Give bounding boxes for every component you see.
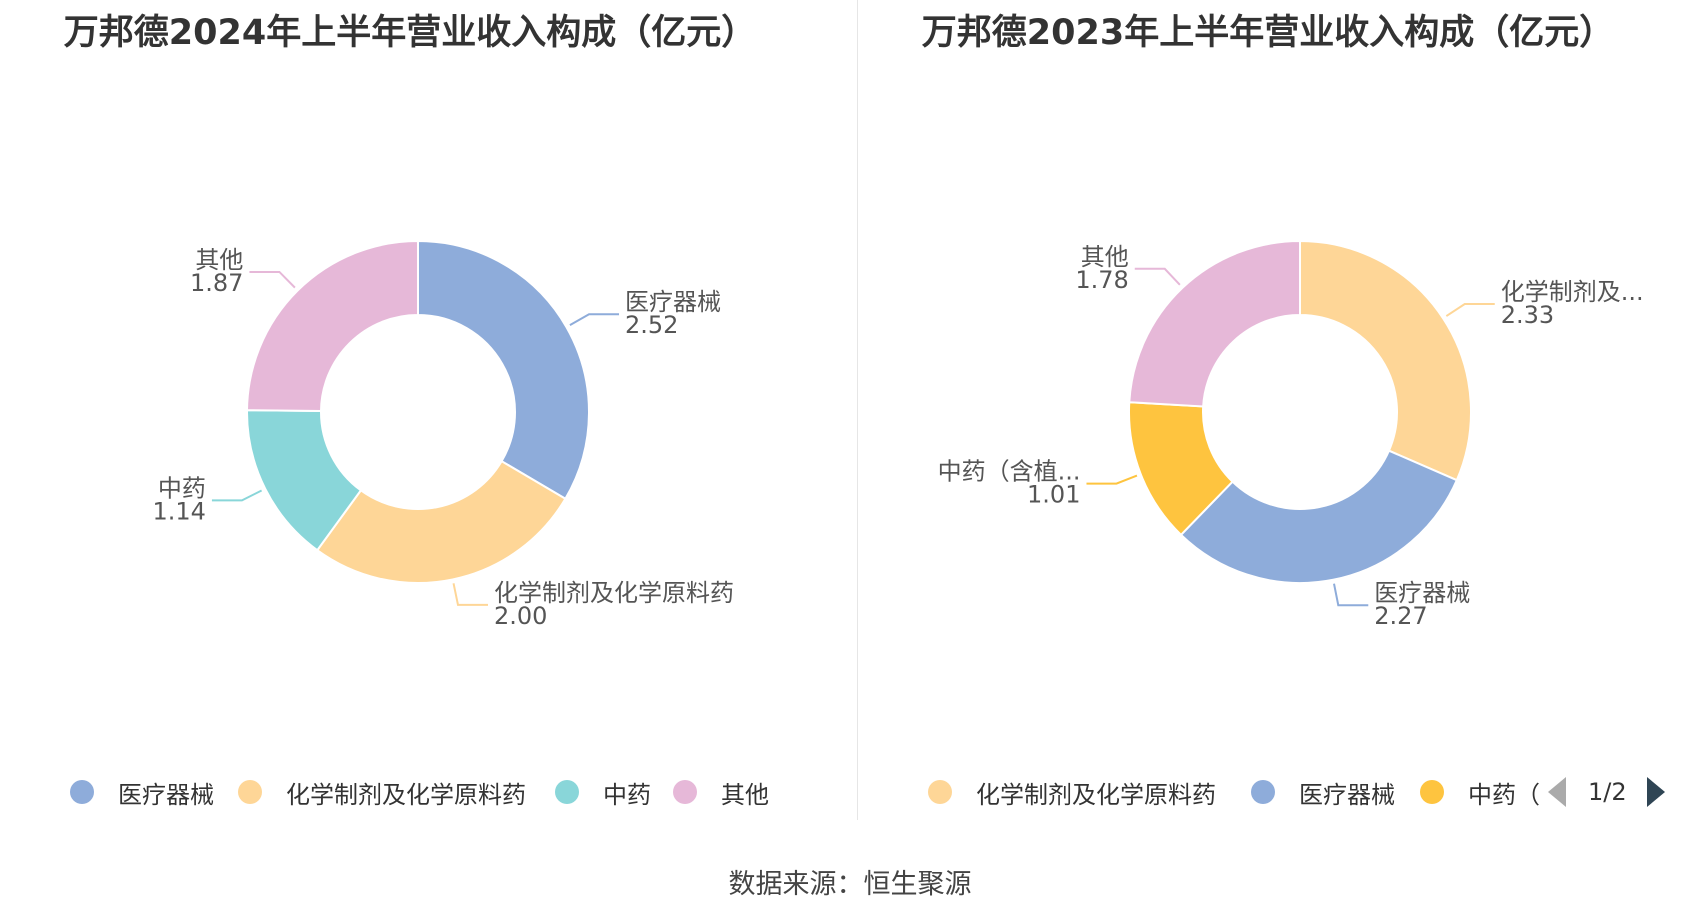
legend-2024: 医疗器械 化学制剂及化学原料药 中药 其他	[0, 772, 850, 812]
slice-value-label: 1.78	[1075, 266, 1128, 294]
chart-title-2023: 万邦德2023年上半年营业收入构成（亿元）	[921, 13, 1615, 53]
legend-label: 中药	[603, 780, 651, 809]
slice-value-label: 1.87	[190, 269, 243, 297]
slice-name-label: 医疗器械	[1374, 579, 1470, 607]
legend-item[interactable]: 中药（	[1420, 772, 1540, 812]
chart-title-2024: 万邦德2024年上半年营业收入构成（亿元）	[63, 13, 757, 53]
legend-label: 中药（	[1468, 780, 1540, 809]
legend-item[interactable]: 医疗器械	[70, 772, 214, 812]
legend-dot-icon	[1251, 780, 1275, 804]
slice-value-label: 2.27	[1374, 602, 1427, 630]
legend-item[interactable]: 医疗器械	[1251, 772, 1395, 812]
legend-item[interactable]: 化学制剂及化学原料药	[928, 772, 1216, 812]
legend-label: 医疗器械	[1299, 780, 1395, 809]
label-leader-line	[1134, 267, 1181, 286]
legend-dot-icon	[555, 780, 579, 804]
slice-value-label: 2.00	[494, 602, 547, 630]
legend-label: 化学制剂及化学原料药	[976, 780, 1216, 809]
pie-slice[interactable]	[1128, 239, 1301, 408]
slice-name-label: 其他	[1081, 243, 1129, 271]
pie-slice[interactable]	[245, 239, 419, 412]
legend-dot-icon	[928, 780, 952, 804]
label-leader-line	[1333, 583, 1369, 607]
panel-divider	[857, 0, 858, 820]
chart-panel-2023: 万邦德2023年上半年营业收入构成（亿元） 化学制剂及... 2.33 医疗器械 2.…	[858, 0, 1700, 820]
legend-next-icon[interactable]	[1646, 777, 1665, 807]
legend-label: 其他	[721, 780, 769, 809]
slice-value-label: 2.33	[1501, 301, 1554, 329]
slice-name-label: 化学制剂及...	[1501, 278, 1644, 306]
legend-dot-icon	[673, 780, 697, 804]
pie-slice[interactable]	[1179, 449, 1459, 584]
legend-2023: 化学制剂及化学原料药 医疗器械 中药（	[858, 772, 1700, 812]
label-leader-line	[1086, 474, 1138, 485]
label-leader-line	[1445, 302, 1495, 317]
legend-dot-icon	[70, 780, 94, 804]
slice-name-label: 医疗器械	[625, 288, 721, 316]
legend-page-indicator: 1/2	[1588, 778, 1627, 806]
pie-slice[interactable]	[315, 459, 567, 584]
slice-value-label: 2.52	[625, 311, 678, 339]
chart-panel-2024: 万邦德2024年上半年营业收入构成（亿元） 医疗器械 2.52 化学制剂及化学原料药…	[0, 0, 850, 820]
legend-label: 化学制剂及化学原料药	[286, 780, 526, 809]
label-leader-line	[249, 270, 296, 289]
label-leader-line	[211, 489, 263, 502]
slice-name-label: 中药	[158, 474, 206, 502]
legend-item[interactable]: 化学制剂及化学原料药	[238, 772, 526, 812]
legend-dot-icon	[238, 780, 262, 804]
legend-dot-icon	[1420, 780, 1444, 804]
legend-item[interactable]: 中药	[555, 772, 651, 812]
legend-item[interactable]: 其他	[673, 772, 769, 812]
slice-name-label: 化学制剂及化学原料药	[494, 579, 734, 607]
legend-pager: 1/2	[1548, 772, 1665, 812]
label-leader-line	[452, 583, 488, 606]
pie-slice[interactable]	[417, 239, 590, 501]
data-source-footer: 数据来源：恒生聚源	[728, 869, 972, 900]
label-leader-line	[569, 313, 620, 327]
legend-label: 医疗器械	[118, 780, 214, 809]
pie-slice[interactable]	[1299, 239, 1472, 482]
slice-value-label: 1.01	[1027, 481, 1080, 509]
slice-value-label: 1.14	[152, 497, 205, 525]
legend-prev-icon[interactable]	[1548, 777, 1566, 807]
slice-name-label: 中药（含植...	[938, 458, 1081, 486]
slice-name-label: 其他	[195, 246, 243, 274]
